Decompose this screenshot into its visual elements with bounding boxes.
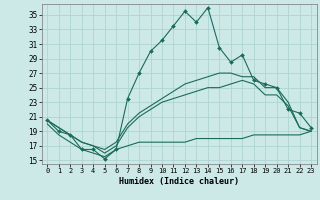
X-axis label: Humidex (Indice chaleur): Humidex (Indice chaleur)	[119, 177, 239, 186]
